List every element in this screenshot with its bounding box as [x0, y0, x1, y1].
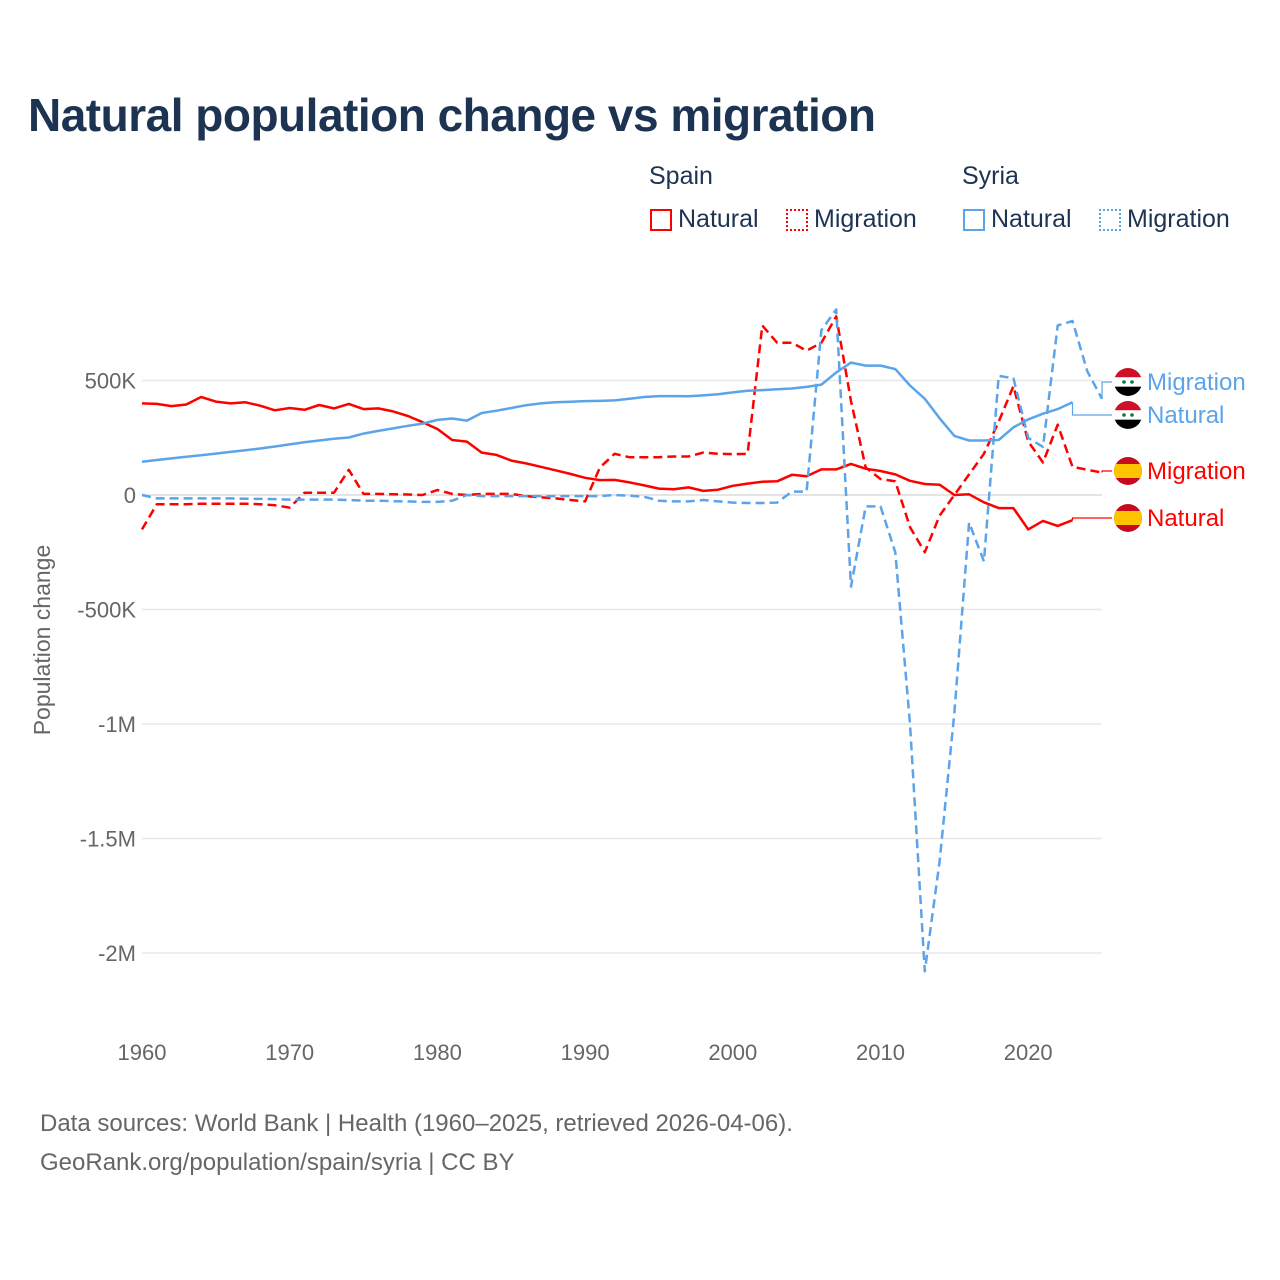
legend-label: Migration	[814, 205, 917, 233]
x-tick-label: 2000	[708, 1040, 757, 1065]
legend-swatch-solid-red	[650, 208, 672, 231]
label-connector	[1101, 381, 1112, 399]
x-tick-label: 1970	[265, 1040, 314, 1065]
legend-swatch-solid-blue	[963, 208, 985, 231]
y-axis-label: Population change	[29, 545, 55, 736]
label-connector	[1071, 402, 1112, 416]
end-label-syria-migration: Migration	[1147, 369, 1246, 396]
syria-flag-icon	[1114, 368, 1142, 396]
legend-group-spain: Spain	[649, 162, 713, 190]
end-label-syria-natural: Natural	[1147, 402, 1224, 429]
x-tick-label: 2010	[856, 1040, 905, 1065]
legend-spain-migration[interactable]: Migration	[786, 205, 917, 234]
x-tick-label: 1980	[413, 1040, 462, 1065]
series-line-spain-natural[interactable]	[141, 395, 1073, 531]
syria-flag-icon	[1114, 401, 1142, 429]
legend-syria-natural[interactable]: Natural	[963, 205, 1072, 234]
spain-flag-icon	[1114, 457, 1142, 485]
series-line-syria-natural[interactable]	[141, 361, 1074, 464]
chart-title: Natural population change vs migration	[28, 89, 876, 141]
legend-spain-natural[interactable]: Natural	[650, 205, 759, 234]
legend-syria-migration[interactable]: Migration	[1099, 205, 1230, 234]
legend-label: Migration	[1127, 205, 1230, 233]
y-tick-label: 500K	[85, 369, 137, 394]
legend-swatch-dotted-red	[786, 208, 808, 231]
label-connector	[1101, 470, 1112, 473]
legend-label: Natural	[678, 205, 759, 233]
y-tick-label: -1.5M	[80, 827, 136, 852]
spain-flag-icon	[1114, 504, 1142, 532]
x-tick-label: 1960	[118, 1040, 167, 1065]
legend-group-syria: Syria	[962, 162, 1019, 190]
y-tick-label: -500K	[77, 598, 136, 623]
series-line-spain-migration[interactable]	[140, 315, 1103, 554]
end-label-spain-migration: Migration	[1147, 458, 1246, 485]
y-tick-label: 0	[124, 483, 136, 508]
series-line-syria-migration[interactable]	[141, 308, 1104, 973]
y-tick-label: -1M	[98, 712, 136, 737]
footer-link[interactable]: GeoRank.org/population/spain/syria | CC …	[40, 1149, 515, 1176]
y-tick-label: -2M	[98, 941, 136, 966]
legend-label: Natural	[991, 205, 1072, 233]
legend-swatch-dotted-blue	[1099, 208, 1121, 231]
footer-sources: Data sources: World Bank | Health (1960–…	[40, 1110, 793, 1137]
label-connector	[1071, 517, 1112, 521]
x-tick-label: 2020	[1004, 1040, 1053, 1065]
end-label-spain-natural: Natural	[1147, 505, 1224, 532]
x-tick-label: 1990	[561, 1040, 610, 1065]
